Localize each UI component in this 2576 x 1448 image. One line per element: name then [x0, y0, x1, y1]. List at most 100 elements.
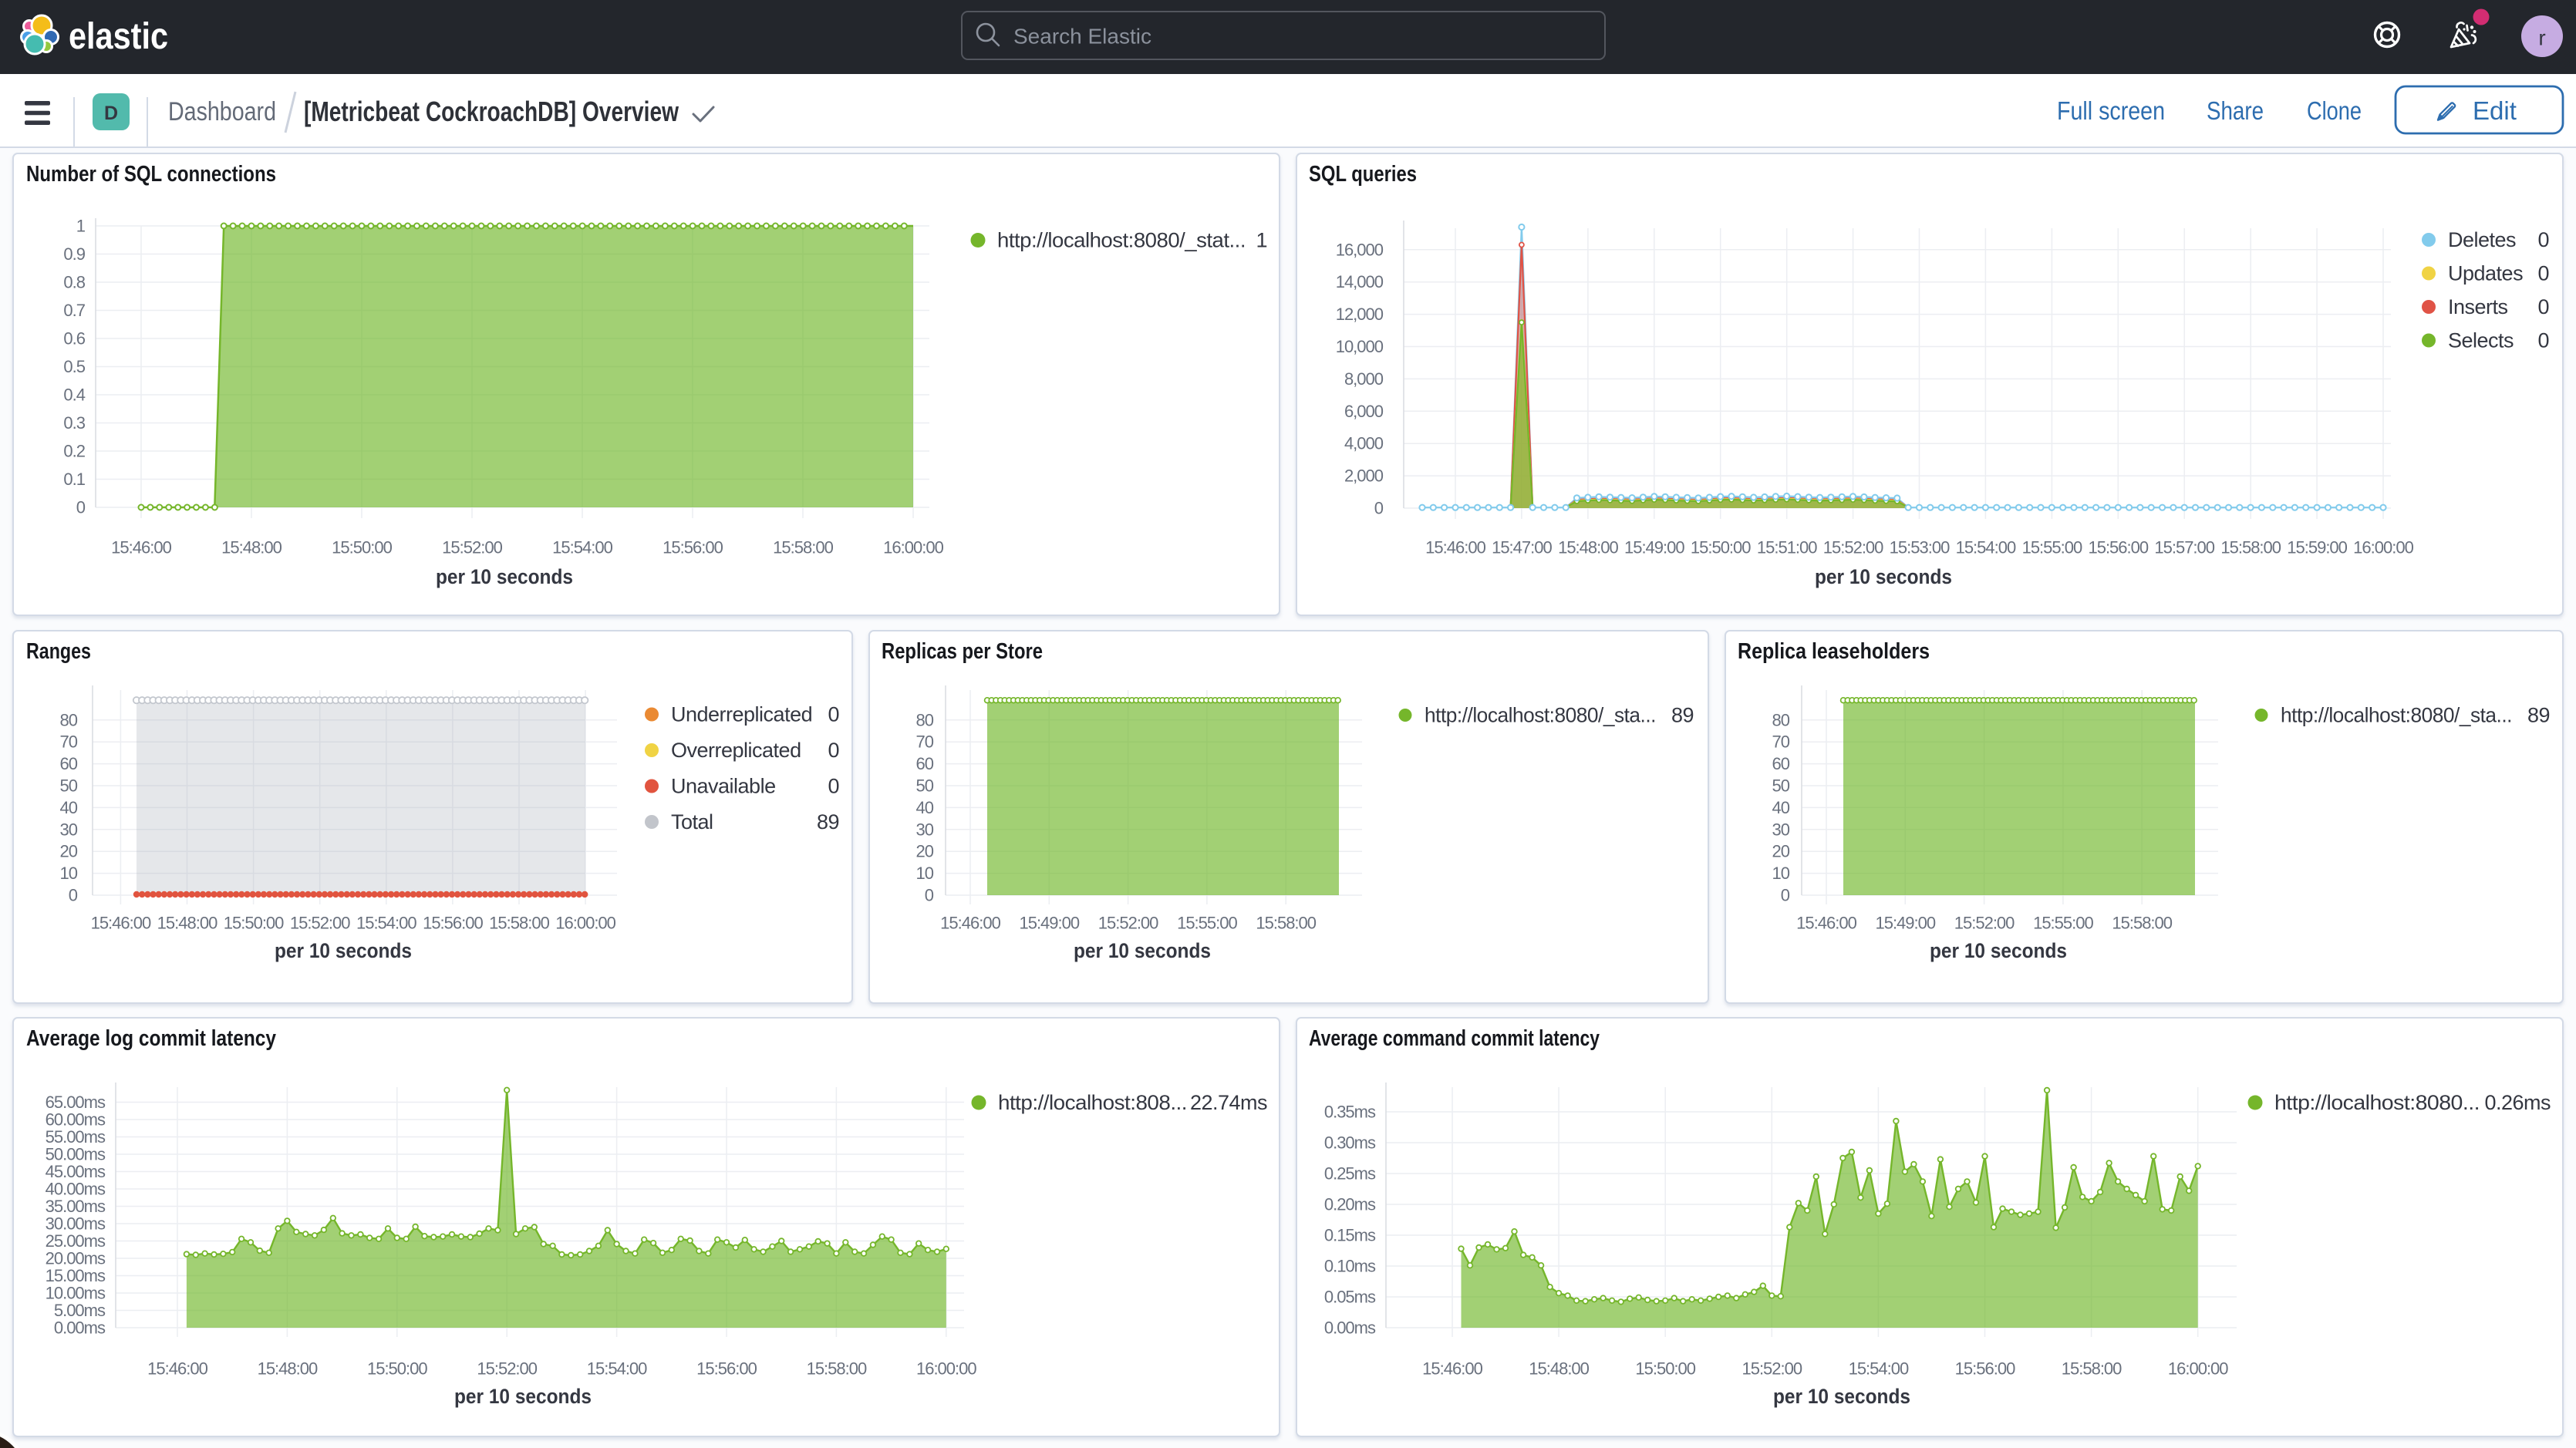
svg-text:89: 89	[1671, 704, 1694, 727]
svg-text:15:48:00: 15:48:00	[1558, 538, 1618, 557]
svg-text:5.00ms: 5.00ms	[54, 1301, 106, 1320]
svg-text:15:59:00: 15:59:00	[2287, 538, 2347, 557]
svg-text:per 10 seconds: per 10 seconds	[275, 939, 412, 962]
svg-text:Inserts: Inserts	[2448, 295, 2508, 318]
svg-text:per 10 seconds: per 10 seconds	[1930, 939, 2067, 962]
svg-text:20.00ms: 20.00ms	[46, 1249, 106, 1268]
svg-text:Selects: Selects	[2448, 329, 2514, 352]
svg-text:15:52:00: 15:52:00	[477, 1359, 537, 1379]
svg-text:15:46:00: 15:46:00	[147, 1359, 207, 1379]
svg-text:15:52:00: 15:52:00	[1823, 538, 1883, 557]
svg-text:15:58:00: 15:58:00	[1256, 914, 1316, 933]
svg-text:25.00ms: 25.00ms	[46, 1231, 106, 1251]
svg-text:15:58:00: 15:58:00	[2062, 1359, 2122, 1379]
svg-text:60.00ms: 60.00ms	[46, 1110, 106, 1130]
svg-text:Replica leaseholders: Replica leaseholders	[1738, 639, 1930, 664]
svg-text:0.30ms: 0.30ms	[1324, 1133, 1376, 1153]
svg-text:65.00ms: 65.00ms	[46, 1093, 106, 1112]
svg-text:30.00ms: 30.00ms	[46, 1214, 106, 1234]
svg-text:0: 0	[2537, 228, 2549, 251]
svg-text:15:52:00: 15:52:00	[290, 914, 350, 933]
svg-text:0.05ms: 0.05ms	[1324, 1288, 1376, 1307]
svg-text:15:48:00: 15:48:00	[1529, 1359, 1589, 1379]
svg-text:1: 1	[1256, 229, 1267, 252]
svg-text:0: 0	[1781, 886, 1790, 905]
svg-text:20: 20	[916, 842, 934, 861]
svg-text:0: 0	[828, 703, 839, 726]
svg-text:http://localhost:8080/_stat...: http://localhost:8080/_stat...	[997, 229, 1246, 252]
svg-text:15:51:00: 15:51:00	[1757, 538, 1817, 557]
svg-text:10: 10	[1772, 864, 1790, 883]
svg-text:10: 10	[60, 864, 78, 883]
svg-text:15:56:00: 15:56:00	[696, 1359, 757, 1379]
svg-text:15:48:00: 15:48:00	[258, 1359, 318, 1379]
svg-text:0.26ms: 0.26ms	[2484, 1091, 2551, 1114]
svg-text:0.4: 0.4	[63, 386, 85, 405]
svg-text:15.00ms: 15.00ms	[46, 1266, 106, 1285]
svg-text:Replicas per Store: Replicas per Store	[882, 639, 1043, 664]
svg-text:15:55:00: 15:55:00	[2033, 914, 2093, 933]
svg-text:16,000: 16,000	[1336, 240, 1384, 259]
svg-text:70: 70	[60, 732, 78, 752]
svg-text:SQL queries: SQL queries	[1309, 162, 1417, 187]
svg-text:15:54:00: 15:54:00	[587, 1359, 647, 1379]
svg-text:http://localhost:808...: http://localhost:808...	[998, 1091, 1187, 1114]
svg-text:15:54:00: 15:54:00	[1849, 1359, 1909, 1379]
svg-text:16:00:00: 16:00:00	[2168, 1359, 2228, 1379]
svg-text:Clone: Clone	[2307, 96, 2362, 125]
svg-text:0.20ms: 0.20ms	[1324, 1195, 1376, 1214]
svg-text:80: 80	[1772, 710, 1790, 729]
svg-text:0.7: 0.7	[63, 301, 85, 320]
svg-text:15:46:00: 15:46:00	[91, 914, 151, 933]
svg-text:15:58:00: 15:58:00	[2220, 538, 2281, 557]
svg-text:Total: Total	[671, 810, 713, 833]
svg-text:15:52:00: 15:52:00	[1954, 914, 2015, 933]
svg-text:12,000: 12,000	[1336, 305, 1384, 324]
svg-text:Full screen: Full screen	[2057, 96, 2165, 125]
svg-text:15:50:00: 15:50:00	[224, 914, 284, 933]
svg-text:50: 50	[60, 776, 78, 796]
svg-text:20: 20	[1772, 842, 1790, 861]
svg-text:15:56:00: 15:56:00	[663, 538, 723, 557]
svg-text:15:58:00: 15:58:00	[489, 914, 549, 933]
svg-text:Number of SQL connections: Number of SQL connections	[26, 162, 276, 187]
svg-text:8,000: 8,000	[1344, 369, 1384, 389]
svg-text:0.15ms: 0.15ms	[1324, 1226, 1376, 1245]
svg-text:60: 60	[60, 754, 78, 773]
svg-text:30: 30	[1772, 820, 1790, 839]
svg-text:D: D	[104, 103, 118, 124]
svg-text:15:46:00: 15:46:00	[1422, 1359, 1482, 1379]
svg-text:40: 40	[60, 798, 78, 817]
svg-text:15:57:00: 15:57:00	[2154, 538, 2214, 557]
svg-text:[Metricbeat CockroachDB] Overv: [Metricbeat CockroachDB] Overview	[304, 96, 679, 127]
svg-text:1: 1	[76, 217, 86, 236]
svg-text:60: 60	[916, 754, 934, 773]
svg-text:0.00ms: 0.00ms	[54, 1318, 106, 1338]
svg-text:Average log commit latency: Average log commit latency	[26, 1026, 276, 1051]
svg-text:Share: Share	[2207, 96, 2264, 125]
svg-text:0: 0	[2537, 329, 2549, 352]
svg-text:0.9: 0.9	[63, 244, 85, 264]
svg-text:89: 89	[2527, 704, 2550, 727]
svg-text:14,000: 14,000	[1336, 272, 1384, 291]
svg-text:50: 50	[916, 776, 934, 796]
svg-text:r: r	[2538, 26, 2545, 50]
svg-text:15:58:00: 15:58:00	[773, 538, 833, 557]
svg-text:Dashboard: Dashboard	[168, 97, 276, 126]
svg-text:10,000: 10,000	[1336, 337, 1384, 356]
svg-text:per 10 seconds: per 10 seconds	[436, 565, 573, 588]
svg-text:0: 0	[828, 775, 839, 798]
svg-text:0: 0	[925, 886, 934, 905]
svg-text:16:00:00: 16:00:00	[2353, 538, 2413, 557]
svg-text:40: 40	[1772, 798, 1790, 817]
svg-text:per 10 seconds: per 10 seconds	[1074, 939, 1211, 962]
svg-text:0: 0	[2537, 295, 2549, 318]
svg-text:45.00ms: 45.00ms	[46, 1162, 106, 1181]
svg-text:10.00ms: 10.00ms	[46, 1284, 106, 1303]
svg-text:Updates: Updates	[2448, 262, 2523, 285]
svg-text:0: 0	[828, 739, 839, 762]
svg-text:0.3: 0.3	[63, 413, 85, 433]
svg-text:15:46:00: 15:46:00	[111, 538, 171, 557]
svg-text:15:48:00: 15:48:00	[157, 914, 217, 933]
svg-text:per 10 seconds: per 10 seconds	[454, 1385, 592, 1408]
